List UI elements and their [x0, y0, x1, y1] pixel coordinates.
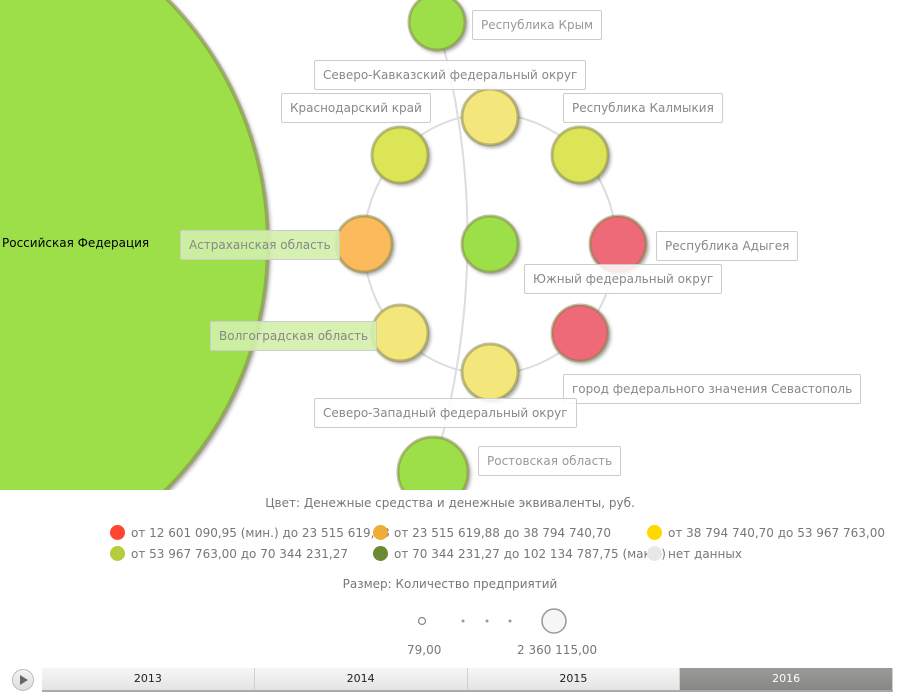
label-sevastopol: город федерального значения Севастополь	[563, 374, 862, 404]
legend-label: от 70 344 231,27 до 102 134 787,75 (макс…	[394, 546, 666, 561]
label-rostov: Ростовская область	[478, 446, 622, 476]
timeline-year-2015[interactable]: 2015	[467, 668, 681, 690]
legend-item: нет данных	[647, 546, 742, 561]
bubble[interactable]	[460, 214, 520, 274]
legend-item: от 53 967 763,00 до 70 344 231,27	[110, 546, 348, 561]
legend-label: от 38 794 740,70 до 53 967 763,00	[668, 525, 885, 540]
label-adygea: Республика Адыгея	[656, 231, 799, 261]
size-max-label: 2 360 115,00	[517, 643, 598, 657]
legend-dot	[373, 525, 388, 540]
legend-item: от 70 344 231,27 до 102 134 787,75 (макс…	[373, 546, 666, 561]
bubble[interactable]	[550, 125, 610, 185]
bubble[interactable]	[407, 0, 467, 52]
legend-dot	[647, 546, 662, 561]
size-dot	[461, 619, 465, 623]
bubble[interactable]	[334, 214, 394, 274]
label-skfo: Северо-Кавказский федеральный округ	[314, 60, 587, 90]
bubble-chart: Российская Федерация Республика Крым Сев…	[0, 0, 862, 490]
legend-label: от 12 601 090,95 (мин.) до 23 515 619,88	[131, 525, 390, 540]
legend-item: от 38 794 740,70 до 53 967 763,00	[647, 525, 885, 540]
legend-dot	[110, 546, 125, 561]
label-astrakhan: Астраханская область	[180, 230, 340, 260]
play-icon	[20, 675, 28, 685]
legend-item: от 23 515 619,88 до 38 794 740,70	[373, 525, 611, 540]
legend-label: нет данных	[668, 546, 742, 561]
size-legend-title: Размер: Количество предприятий	[342, 577, 558, 591]
size-min-circle	[417, 616, 427, 626]
legend-dot	[110, 525, 125, 540]
label-yufo: Южный федеральный округ	[524, 264, 723, 294]
bubble[interactable]	[370, 303, 430, 363]
label-kalmykia: Республика Калмыкия	[563, 93, 723, 123]
bubble[interactable]	[460, 342, 520, 402]
legend-dot	[373, 546, 388, 561]
size-max-circle	[541, 608, 567, 634]
label-krym: Республика Крым	[472, 10, 603, 40]
chart-svg	[0, 0, 648, 490]
label-volgograd: Волгоградская область	[210, 321, 378, 351]
legend-dot	[647, 525, 662, 540]
label-krasnodar: Краснодарский край	[281, 93, 431, 123]
timeline-year-2014[interactable]: 2014	[254, 668, 468, 690]
play-button[interactable]	[12, 669, 34, 691]
bubble[interactable]	[396, 435, 470, 490]
color-legend-title: Цвет: Денежные средства и денежные эквив…	[265, 496, 635, 510]
bubble-label-rf: Российская Федерация	[2, 236, 150, 250]
timeline-year-2013[interactable]: 2013	[42, 668, 255, 690]
size-dot	[508, 619, 512, 623]
bubble[interactable]	[550, 303, 610, 363]
size-dot	[485, 619, 489, 623]
label-szfo: Северо-Западный федеральный округ	[314, 398, 577, 428]
timeline[interactable]: 2013 2014 2015 2016	[42, 668, 893, 692]
bubble[interactable]	[370, 125, 430, 185]
legend-item: от 12 601 090,95 (мин.) до 23 515 619,88	[110, 525, 390, 540]
size-legend-marks	[417, 608, 567, 634]
bubble[interactable]	[460, 87, 520, 147]
size-min-label: 79,00	[407, 643, 442, 657]
legend-label: от 53 967 763,00 до 70 344 231,27	[131, 546, 348, 561]
legend-label: от 23 515 619,88 до 38 794 740,70	[394, 525, 611, 540]
timeline-year-2016[interactable]: 2016	[680, 668, 893, 690]
